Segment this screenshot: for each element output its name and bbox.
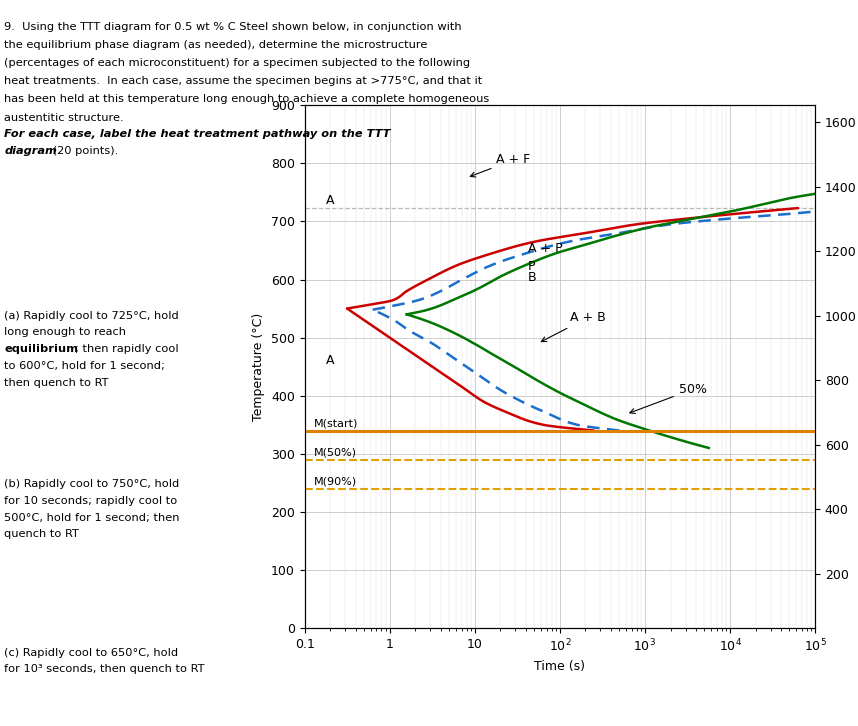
Text: has been held at this temperature long enough to achieve a complete homogeneous: has been held at this temperature long e… — [4, 94, 490, 105]
Text: long enough to reach: long enough to reach — [4, 327, 126, 338]
Text: 50%: 50% — [630, 383, 707, 413]
Text: equilibrium: equilibrium — [4, 344, 78, 354]
Text: (a) Rapidly cool to 725°C, hold: (a) Rapidly cool to 725°C, hold — [4, 311, 179, 321]
Text: for 10 seconds; rapidly cool to: for 10 seconds; rapidly cool to — [4, 496, 178, 506]
Text: P: P — [528, 260, 535, 273]
Text: for 10³ seconds, then quench to RT: for 10³ seconds, then quench to RT — [4, 664, 205, 674]
Text: to 600°C, hold for 1 second;: to 600°C, hold for 1 second; — [4, 361, 165, 371]
Text: the equilibrium phase diagram (as needed), determine the microstructure: the equilibrium phase diagram (as needed… — [4, 40, 427, 50]
Y-axis label: Temperature (°C): Temperature (°C) — [252, 312, 265, 421]
Text: (20 points).: (20 points). — [49, 146, 118, 156]
Text: 9.  Using the TTT diagram for 0.5 wt % C Steel shown below, in conjunction with: 9. Using the TTT diagram for 0.5 wt % C … — [4, 22, 462, 32]
Text: B: B — [528, 271, 536, 284]
Text: M(start): M(start) — [314, 418, 359, 428]
Text: (percentages of each microconstituent) for a specimen subjected to the following: (percentages of each microconstituent) f… — [4, 58, 470, 68]
Text: A + B: A + B — [541, 311, 605, 341]
Text: M(50%): M(50%) — [314, 447, 357, 457]
Text: A + P: A + P — [528, 242, 562, 255]
Text: A: A — [326, 354, 335, 367]
Text: (c) Rapidly cool to 650°C, hold: (c) Rapidly cool to 650°C, hold — [4, 648, 178, 658]
Text: then quench to RT: then quench to RT — [4, 378, 109, 388]
Text: heat treatments.  In each case, assume the specimen begins at >775°C, and that i: heat treatments. In each case, assume th… — [4, 76, 482, 86]
X-axis label: Time (s): Time (s) — [535, 660, 585, 673]
Text: A + F: A + F — [470, 153, 531, 177]
Text: diagram: diagram — [4, 146, 57, 156]
Text: A: A — [326, 194, 335, 207]
Text: M(90%): M(90%) — [314, 476, 358, 486]
Text: (b) Rapidly cool to 750°C, hold: (b) Rapidly cool to 750°C, hold — [4, 479, 179, 489]
Text: austentitic structure.: austentitic structure. — [4, 113, 131, 123]
Text: For each case, label the heat treatment pathway on the TTT: For each case, label the heat treatment … — [4, 129, 390, 139]
Text: quench to RT: quench to RT — [4, 529, 79, 539]
Text: ; then rapidly cool: ; then rapidly cool — [75, 344, 178, 354]
Text: 500°C, hold for 1 second; then: 500°C, hold for 1 second; then — [4, 513, 180, 523]
